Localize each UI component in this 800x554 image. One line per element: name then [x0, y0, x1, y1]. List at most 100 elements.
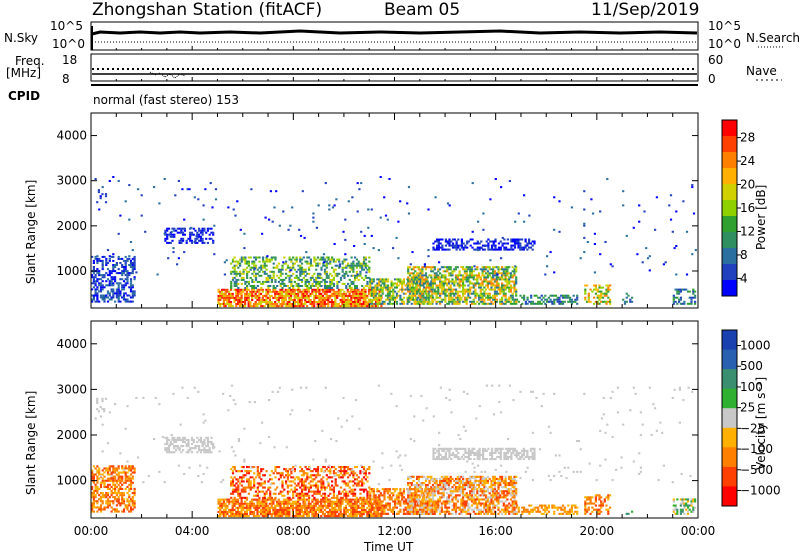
data-cell — [486, 270, 489, 273]
data-cell — [126, 471, 129, 474]
data-cell — [315, 268, 318, 271]
data-cell — [231, 510, 234, 513]
data-cell — [672, 294, 675, 297]
data-cell — [311, 513, 314, 516]
data-cell — [104, 195, 108, 198]
data-cell — [251, 296, 254, 299]
data-cell — [376, 298, 379, 301]
data-cell — [379, 278, 382, 281]
data-cell — [528, 238, 531, 241]
data-cell — [359, 266, 362, 269]
data-cell — [226, 301, 229, 303]
data-cell — [465, 300, 468, 303]
data-cell — [369, 294, 372, 297]
data-cell — [407, 276, 410, 279]
data-cell — [231, 470, 235, 473]
data-cell — [103, 298, 106, 301]
data-cell — [329, 294, 332, 297]
data-cell — [222, 500, 225, 503]
data-cell — [293, 305, 296, 308]
data-cell — [565, 294, 568, 297]
data-cell — [558, 298, 561, 301]
data-cell — [492, 268, 495, 271]
data-cell — [354, 287, 357, 289]
data-cell — [416, 282, 419, 285]
data-cell — [465, 272, 468, 275]
data-cell — [258, 292, 261, 295]
data-cell — [392, 296, 395, 299]
data-cell — [488, 298, 491, 301]
data-cell — [192, 227, 195, 230]
data-cell — [274, 496, 277, 499]
data-cell — [210, 443, 213, 446]
data-cell — [504, 274, 507, 277]
data-cell — [190, 226, 193, 229]
data-cell — [180, 445, 183, 448]
data-cell — [325, 274, 328, 277]
data-cell — [306, 301, 309, 303]
data-cell — [288, 294, 291, 297]
data-cell — [353, 299, 356, 301]
data-cell — [283, 502, 286, 505]
data-cell — [126, 259, 129, 262]
data-cell — [167, 438, 171, 441]
data-cell — [91, 475, 94, 478]
data-cell — [355, 287, 358, 289]
data-cell — [325, 262, 328, 265]
data-cell — [341, 490, 344, 493]
y-tick-label: 3000 — [56, 174, 87, 188]
data-cell — [189, 237, 192, 240]
data-cell — [284, 303, 287, 305]
data-cell — [325, 276, 328, 279]
data-cell — [521, 246, 524, 249]
data-cell — [297, 290, 300, 293]
data-cell — [108, 280, 111, 283]
data-cell — [192, 233, 195, 236]
data-cell — [313, 492, 316, 495]
data-cell — [519, 248, 522, 251]
data-cell — [258, 476, 261, 479]
data-cell — [648, 269, 651, 272]
data-cell — [353, 498, 356, 501]
data-cell — [355, 508, 358, 511]
data-cell — [353, 513, 356, 516]
data-cell — [124, 255, 127, 258]
data-cell — [338, 474, 341, 477]
data-cell — [359, 270, 362, 273]
data-cell — [228, 299, 231, 301]
data-cell — [528, 214, 531, 217]
data-cell — [350, 296, 353, 299]
data-cell — [97, 191, 100, 194]
data-cell — [199, 239, 202, 242]
data-cell — [367, 226, 370, 229]
data-cell — [247, 264, 250, 267]
data-cell — [408, 286, 412, 289]
data-cell — [482, 248, 485, 251]
data-cell — [586, 241, 589, 243]
data-cell — [526, 248, 529, 251]
data-cell — [458, 282, 461, 285]
data-cell — [94, 300, 97, 303]
data-cell — [510, 248, 513, 251]
data-cell — [337, 292, 340, 295]
data-cell — [289, 224, 292, 227]
data-cell — [233, 264, 236, 267]
data-cell — [210, 231, 213, 234]
data-cell — [546, 255, 549, 258]
data-cell — [240, 504, 243, 507]
data-cell — [422, 288, 425, 291]
data-cell — [371, 302, 374, 305]
data-cell — [274, 515, 277, 518]
data-cell — [502, 292, 505, 295]
data-cell — [265, 280, 268, 283]
data-cell — [451, 290, 454, 293]
data-cell — [286, 508, 289, 511]
data-cell — [323, 287, 327, 289]
data-cell — [182, 231, 185, 234]
data-cell — [222, 504, 225, 507]
data-cell — [297, 513, 300, 516]
data-cell — [254, 287, 258, 289]
data-cell — [462, 286, 465, 289]
data-cell — [190, 443, 194, 446]
